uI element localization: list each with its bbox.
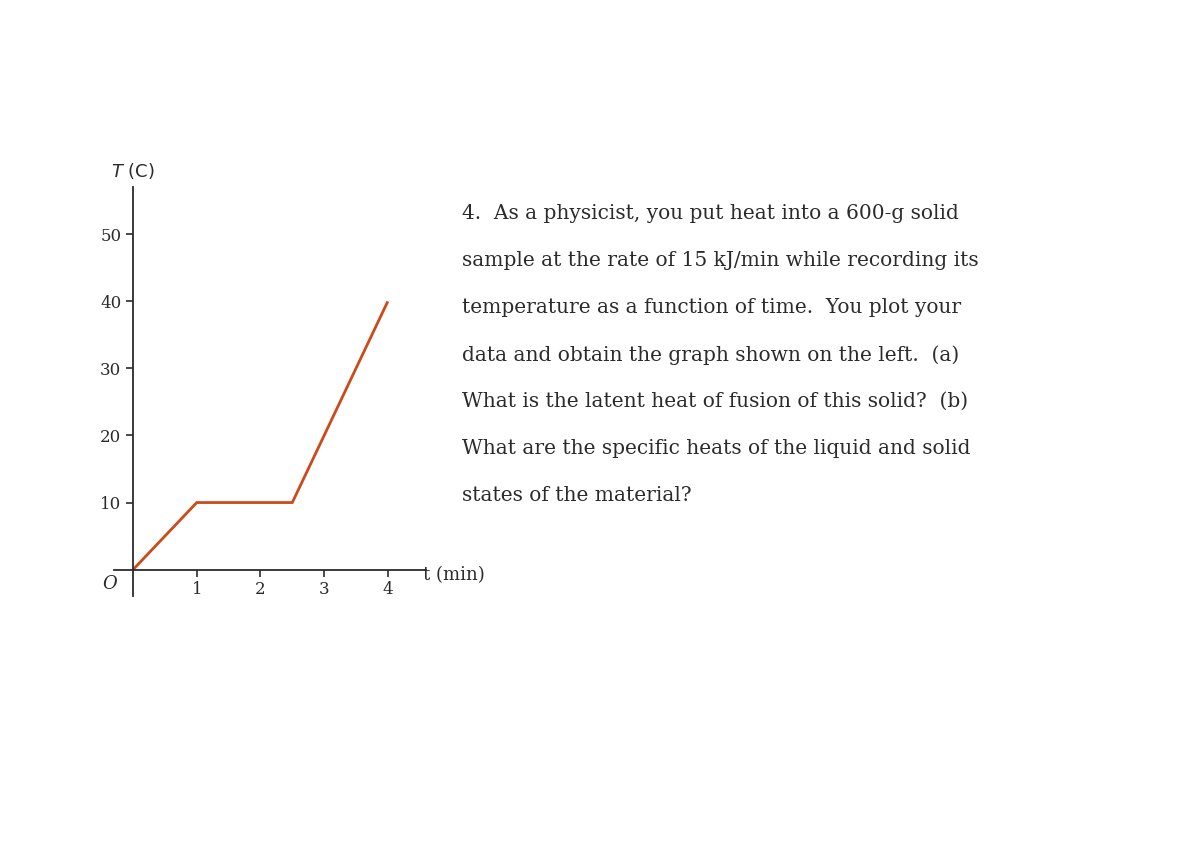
Text: What is the latent heat of fusion of this solid?  (b): What is the latent heat of fusion of thi… [462,392,968,411]
Text: 4.  As a physicist, you put heat into a 600-g solid: 4. As a physicist, you put heat into a 6… [462,204,959,223]
Text: sample at the rate of 15 kJ/min while recording its: sample at the rate of 15 kJ/min while re… [462,251,979,270]
Text: states of the material?: states of the material? [462,486,691,504]
Text: data and obtain the graph shown on the left.  (a): data and obtain the graph shown on the l… [462,345,959,365]
Text: t (min): t (min) [422,566,485,584]
Text: temperature as a function of time.  You plot your: temperature as a function of time. You p… [462,298,961,317]
Text: $\mathit{T}$ (C): $\mathit{T}$ (C) [112,161,155,181]
Text: What are the specific heats of the liquid and solid: What are the specific heats of the liqui… [462,439,971,458]
Text: O: O [102,575,118,593]
